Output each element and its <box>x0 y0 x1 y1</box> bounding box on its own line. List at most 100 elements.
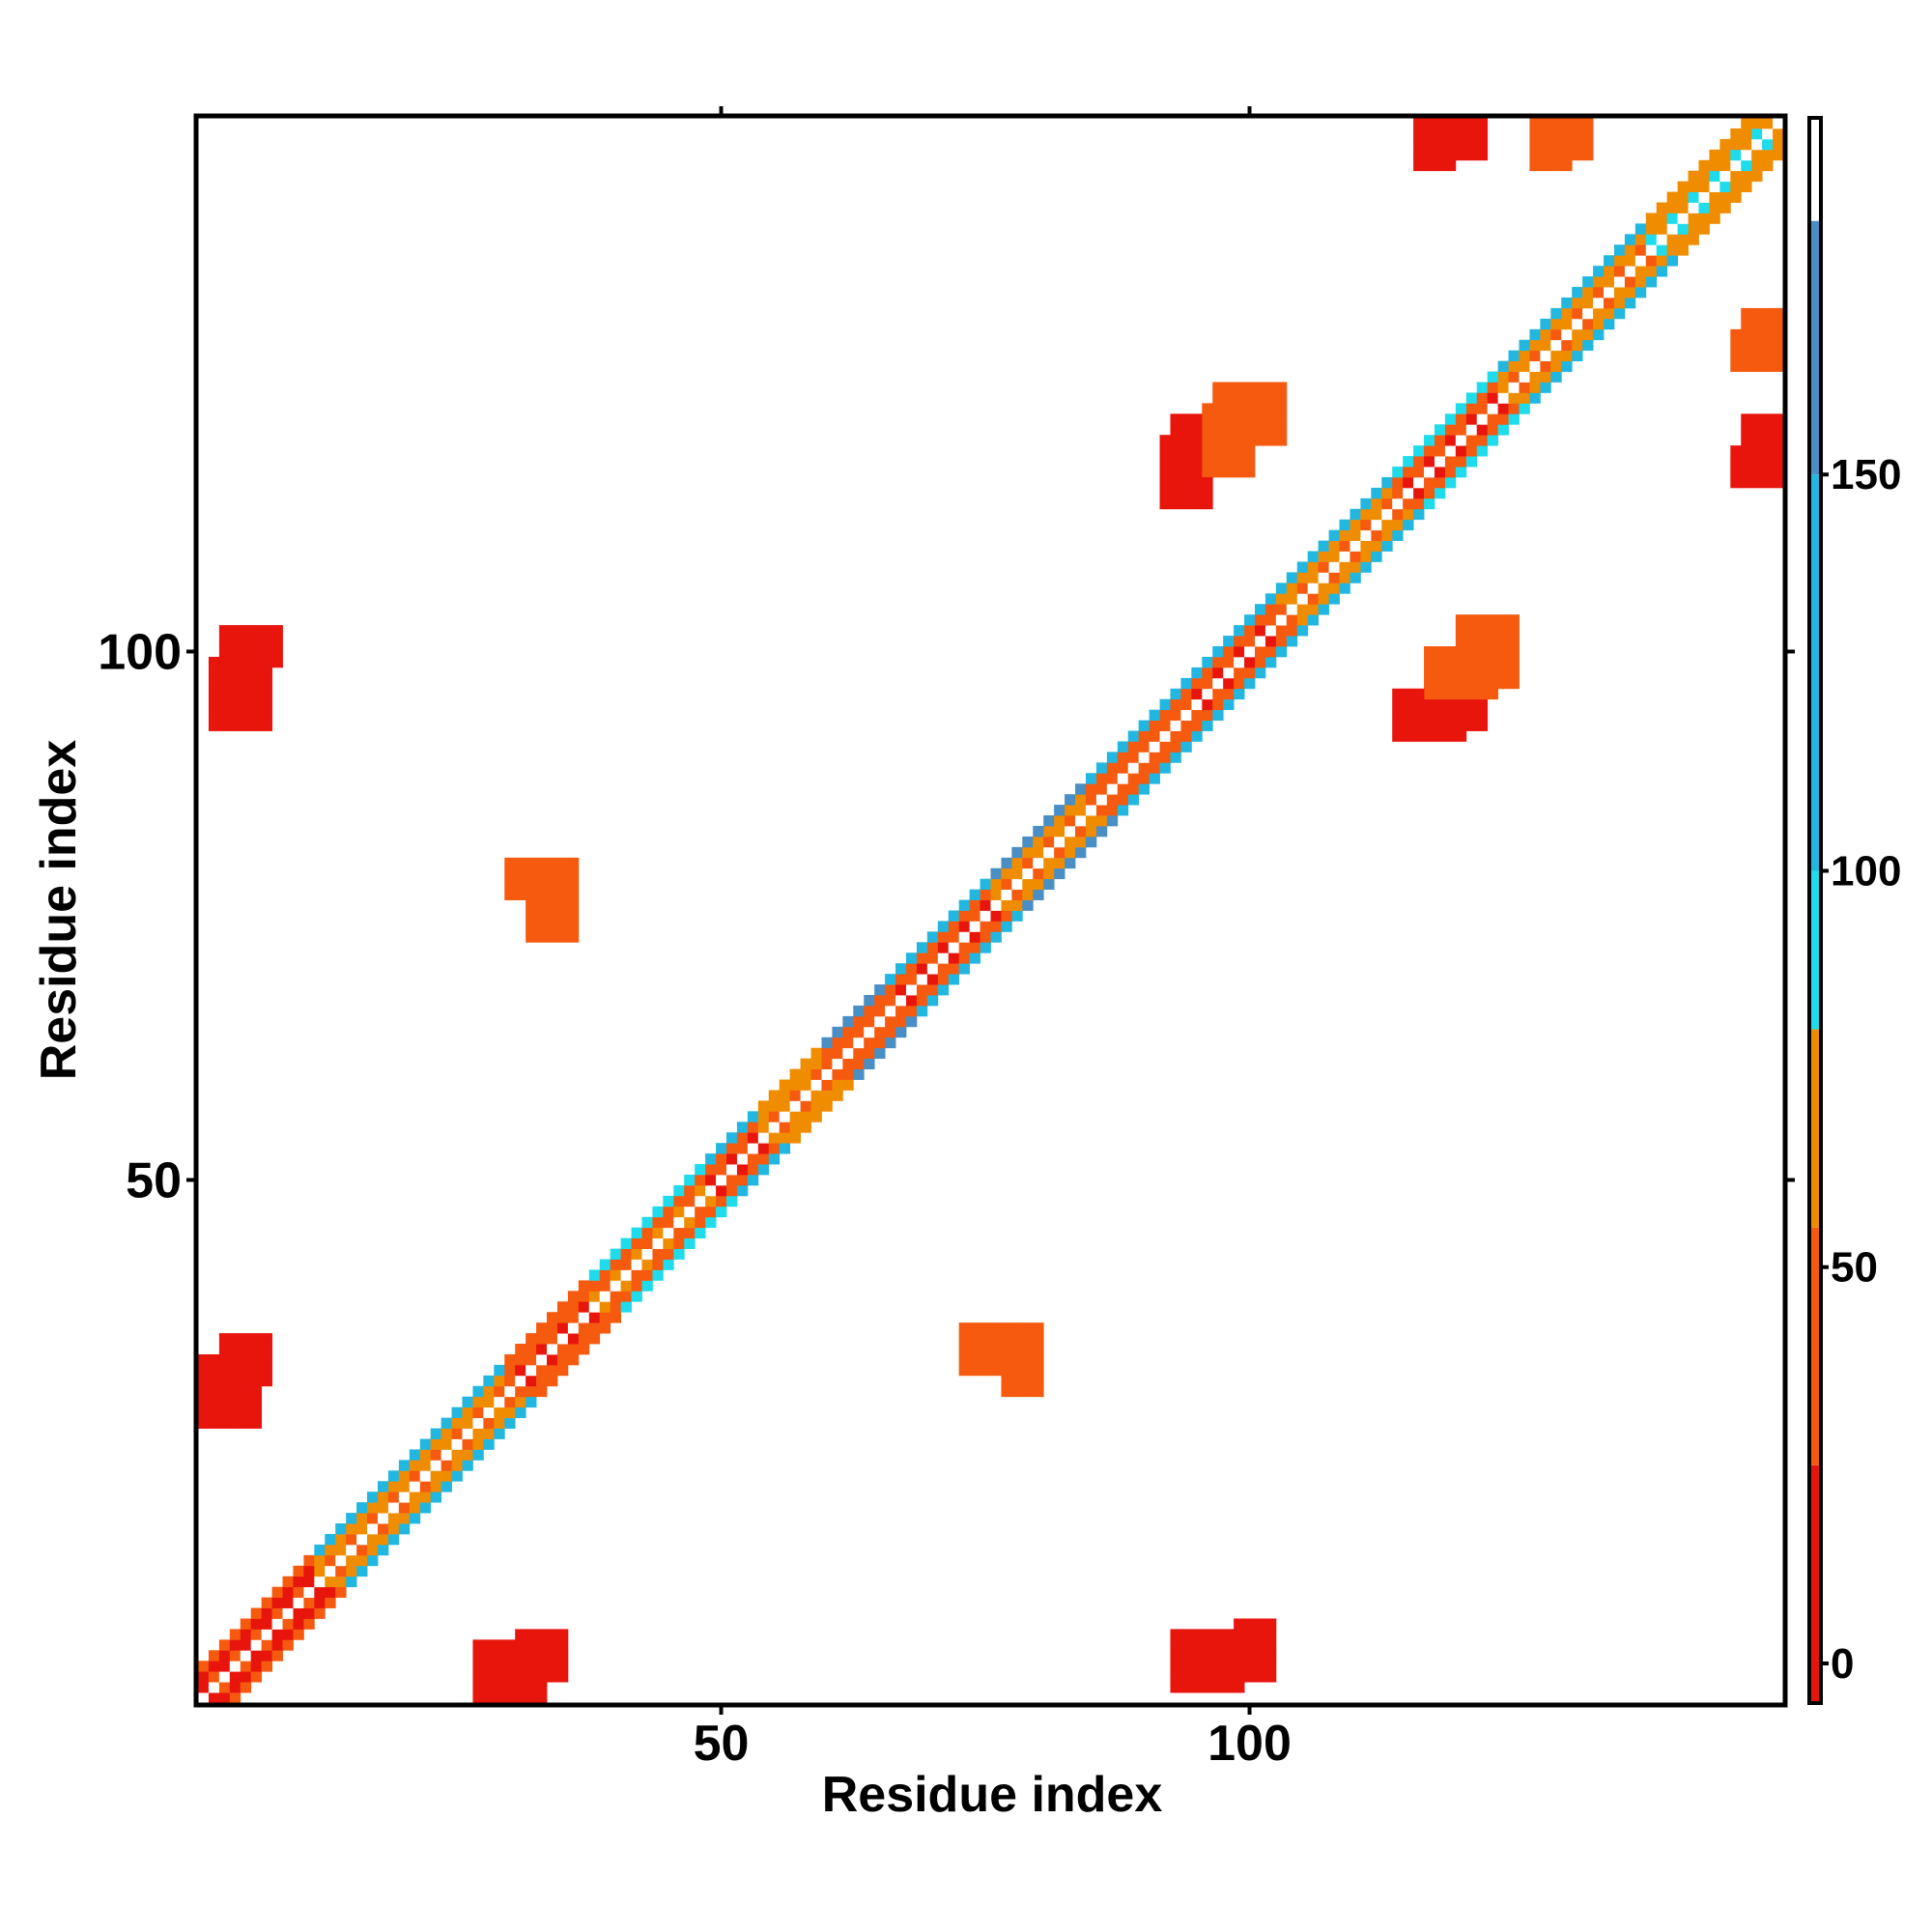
heatmap-cell <box>905 1015 918 1028</box>
heatmap-cell <box>1424 138 1435 151</box>
heatmap-cell <box>1202 1639 1213 1651</box>
heatmap-cell <box>504 1406 516 1419</box>
heatmap-cell <box>1529 360 1541 372</box>
heatmap-cell <box>1180 1661 1192 1672</box>
heatmap-cell <box>1296 561 1309 573</box>
heatmap-cell <box>1434 424 1446 436</box>
heatmap-cell <box>218 709 231 721</box>
heatmap-cell <box>526 1353 537 1366</box>
heatmap-cell <box>1255 1618 1266 1630</box>
heatmap-cell <box>1033 1333 1044 1345</box>
heatmap-cell <box>1561 360 1573 372</box>
heatmap-cell <box>1444 698 1457 711</box>
heatmap-cell <box>261 1639 272 1651</box>
heatmap-cell <box>526 1629 537 1640</box>
heatmap-cell <box>1741 118 1752 129</box>
heatmap-cell <box>547 1629 558 1640</box>
heatmap-cell <box>282 1576 294 1588</box>
heatmap-cell <box>1223 667 1235 679</box>
heatmap-cell <box>198 1364 210 1377</box>
heatmap-cell <box>1508 614 1520 626</box>
heatmap-cell <box>578 1301 590 1313</box>
heatmap-cell <box>726 1184 738 1197</box>
heatmap-cell <box>250 698 263 711</box>
heatmap-cell <box>1413 487 1425 499</box>
heatmap-cell <box>1318 582 1329 594</box>
heatmap-cell <box>1698 202 1710 213</box>
heatmap-cell <box>916 1005 928 1017</box>
heatmap-cell <box>1117 805 1129 816</box>
heatmap-cell <box>261 1333 272 1345</box>
heatmap-cell <box>1434 456 1446 468</box>
heatmap-cell <box>218 1692 231 1704</box>
heatmap-cell <box>472 1406 484 1419</box>
heatmap-cell <box>1328 572 1340 583</box>
heatmap-cell <box>547 1344 558 1355</box>
heatmap-cell <box>842 1058 854 1069</box>
heatmap-cell <box>673 1195 685 1208</box>
heatmap-cell <box>1677 244 1689 256</box>
heatmap-cell <box>1666 202 1678 213</box>
heatmap-cell <box>556 1301 569 1313</box>
heatmap-cell <box>1223 1639 1235 1651</box>
heatmap-cell <box>1202 1661 1213 1672</box>
heatmap-cell <box>652 1206 664 1218</box>
heatmap-cell <box>1202 476 1213 489</box>
heatmap-cell <box>1656 255 1668 267</box>
heatmap-cell <box>916 952 928 964</box>
heatmap-cell <box>1085 783 1097 795</box>
heatmap-cell <box>1613 255 1626 267</box>
heatmap-cell <box>325 1565 336 1577</box>
heatmap-cell <box>716 1143 727 1154</box>
heatmap-cell <box>1244 1661 1256 1672</box>
heatmap-cell <box>990 910 1002 922</box>
heatmap-cell <box>1434 730 1446 742</box>
heatmap-cell <box>547 1650 558 1662</box>
heatmap-cell <box>504 889 516 900</box>
heatmap-cell <box>1255 403 1266 414</box>
heatmap-cell <box>789 1111 801 1122</box>
heatmap-cell <box>1202 698 1213 711</box>
heatmap-cell <box>1202 1671 1213 1683</box>
heatmap-cell <box>515 1671 526 1683</box>
heatmap-cell <box>1318 551 1329 562</box>
heatmap-cell <box>1613 307 1626 320</box>
heatmap-cell <box>208 1364 220 1377</box>
heatmap-cell <box>1677 181 1689 192</box>
heatmap-cell <box>1465 118 1478 129</box>
heatmap-cell <box>1561 149 1573 161</box>
heatmap-cell <box>1508 413 1520 425</box>
heatmap-cell <box>1487 677 1499 690</box>
heatmap-cell <box>726 1195 738 1208</box>
heatmap-cell <box>1095 815 1108 827</box>
heatmap-cell <box>1075 805 1087 816</box>
heatmap-cell <box>1444 656 1457 668</box>
heatmap-cell <box>483 1671 495 1683</box>
heatmap-cell <box>1529 328 1541 341</box>
heatmap-cell <box>1444 159 1457 172</box>
heatmap-cell <box>377 1523 389 1535</box>
heatmap-cell <box>1719 202 1731 213</box>
heatmap-cell <box>1572 339 1583 352</box>
heatmap-cell <box>1550 360 1562 372</box>
heatmap-cell <box>1001 1322 1012 1334</box>
heatmap-cell <box>895 963 907 975</box>
heatmap-cell <box>483 1438 495 1450</box>
heatmap-cell <box>1264 636 1277 647</box>
heatmap-cell <box>1255 392 1266 404</box>
heatmap-cell <box>1403 709 1414 721</box>
heatmap-cell <box>1572 118 1583 129</box>
heatmap-cell <box>1307 593 1320 605</box>
heatmap-cell <box>1424 435 1435 446</box>
heatmap-cell <box>1360 551 1372 562</box>
heatmap-cell <box>631 1291 642 1302</box>
heatmap-cell <box>599 1291 611 1302</box>
heatmap-cell <box>610 1312 621 1323</box>
heatmap-cell <box>472 1661 484 1672</box>
heatmap-cell <box>240 1618 252 1630</box>
heatmap-cell <box>1191 667 1203 679</box>
heatmap-cell <box>1360 529 1372 541</box>
heatmap-cell <box>440 1428 452 1439</box>
heatmap-cell <box>768 1153 781 1165</box>
